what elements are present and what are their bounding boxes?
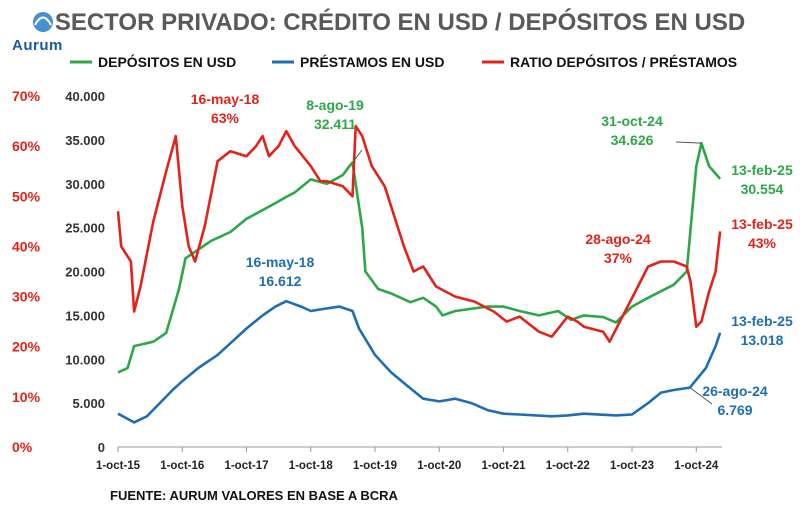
- x-tick-label: 1-oct-23: [610, 460, 654, 472]
- source-note: FUENTE: AURUM VALORES EN BASE A BCRA: [110, 488, 399, 503]
- annotation-date: 16-may-18: [191, 91, 260, 107]
- annotation-leader: [675, 141, 702, 144]
- annotation: 13-feb-25 30.554: [731, 162, 793, 197]
- y-tick-label-left: 40%: [12, 238, 41, 254]
- y-tick-label-left: 70%: [12, 88, 41, 104]
- annotation-value: 37%: [604, 250, 633, 266]
- y-tick-label-right: 10.000: [65, 352, 105, 367]
- y-axis-left: 0% 10% 20% 30% 40% 50% 60% 70%: [12, 88, 41, 455]
- x-tick-label: 1-oct-21: [481, 460, 526, 472]
- annotation: 13-feb-25 13.018: [731, 313, 793, 348]
- annotation-value: 13.018: [741, 332, 784, 348]
- y-tick-label-right: 40.000: [65, 89, 105, 104]
- annotation: 16-may-18 63%: [191, 91, 260, 126]
- annotation-date: 8-ago-19: [306, 97, 364, 113]
- annotation-date: 13-feb-25: [731, 216, 793, 232]
- annotation-date: 13-feb-25: [731, 313, 793, 329]
- y-tick-label-right: 25.000: [65, 221, 105, 236]
- y-tick-label-left: 30%: [12, 289, 41, 305]
- annotation-value: 16.612: [259, 273, 302, 289]
- annotation-value: 43%: [748, 235, 777, 251]
- x-tick-label: 1-oct-17: [224, 460, 268, 472]
- legend-label: DEPÓSITOS EN USD: [98, 53, 236, 70]
- y-tick-label-left: 0%: [12, 439, 33, 455]
- annotation-date: 16-may-18: [246, 254, 315, 270]
- annotation: 16-may-18 16.612: [246, 254, 315, 289]
- annotation: 26-ago-24 6.769: [689, 383, 768, 418]
- y-tick-label-right: 0: [98, 440, 105, 455]
- legend-label: PRÉSTAMOS EN USD: [300, 54, 444, 70]
- logo: Aurum: [12, 12, 63, 54]
- annotation-date: 31-oct-24: [601, 113, 663, 129]
- y-tick-label-left: 20%: [12, 339, 41, 355]
- x-tick-label: 1-oct-24: [674, 460, 719, 472]
- y-axis-right: 0 5.000 10.000 15.000 20.000 25.000 30.000 35.0…: [65, 89, 105, 455]
- annotation: 13-feb-25 43%: [731, 216, 793, 251]
- y-tick-label-right: 15.000: [65, 308, 105, 323]
- annotation-date: 26-ago-24: [702, 383, 768, 399]
- annotation-date: 13-feb-25: [731, 162, 793, 178]
- annotation-leader: [352, 149, 363, 163]
- annotation-value: 63%: [211, 110, 240, 126]
- series-line: [116, 124, 722, 343]
- annotation-date: 28-ago-24: [585, 231, 651, 247]
- x-tick-label: 1-oct-20: [417, 460, 461, 472]
- y-tick-label-left: 50%: [12, 188, 41, 204]
- annotation: 31-oct-24 34.626: [601, 113, 702, 148]
- annotations: 16-may-18 63% 8-ago-19 32.411 31-oct-24 34.62…: [191, 91, 793, 418]
- y-tick-label-right: 20.000: [65, 265, 105, 280]
- logo-icon: [33, 12, 53, 32]
- annotation: 28-ago-24 37%: [585, 231, 651, 266]
- legend-label: RATIO DEPÓSITOS / PRÉSTAMOS: [510, 53, 737, 70]
- series-lines: [116, 124, 722, 424]
- y-tick-label-left: 10%: [12, 389, 41, 405]
- annotation-value: 30.554: [741, 181, 784, 197]
- x-tick-label: 1-oct-22: [546, 460, 590, 472]
- annotation-leader: [689, 387, 713, 405]
- y-tick-label-right: 30.000: [65, 177, 105, 192]
- chart-title: SECTOR PRIVADO: CRÉDITO EN USD / DEPÓSIT…: [55, 8, 745, 36]
- x-tick-label: 1-oct-19: [353, 460, 397, 472]
- x-axis: 1-oct-15 1-oct-16 1-oct-17 1-oct-18 1-oct-19…: [96, 446, 722, 472]
- y-tick-label-right: 5.000: [72, 396, 105, 411]
- x-tick-label: 1-oct-16: [160, 460, 204, 472]
- x-tick-label: 1-oct-15: [96, 460, 141, 472]
- annotation-value: 6.769: [717, 402, 752, 418]
- x-tick-label: 1-oct-18: [289, 460, 334, 472]
- series-line: [117, 299, 722, 424]
- annotation: 8-ago-19 32.411: [306, 97, 364, 163]
- annotation-value: 34.626: [611, 132, 654, 148]
- y-tick-label-left: 60%: [12, 138, 41, 154]
- legend: DEPÓSITOS EN USD PRÉSTAMOS EN USD RATIO DE…: [70, 53, 737, 70]
- y-tick-label-right: 35.000: [65, 133, 105, 148]
- logo-text: Aurum: [12, 37, 63, 54]
- annotation-value: 32.411: [314, 116, 356, 132]
